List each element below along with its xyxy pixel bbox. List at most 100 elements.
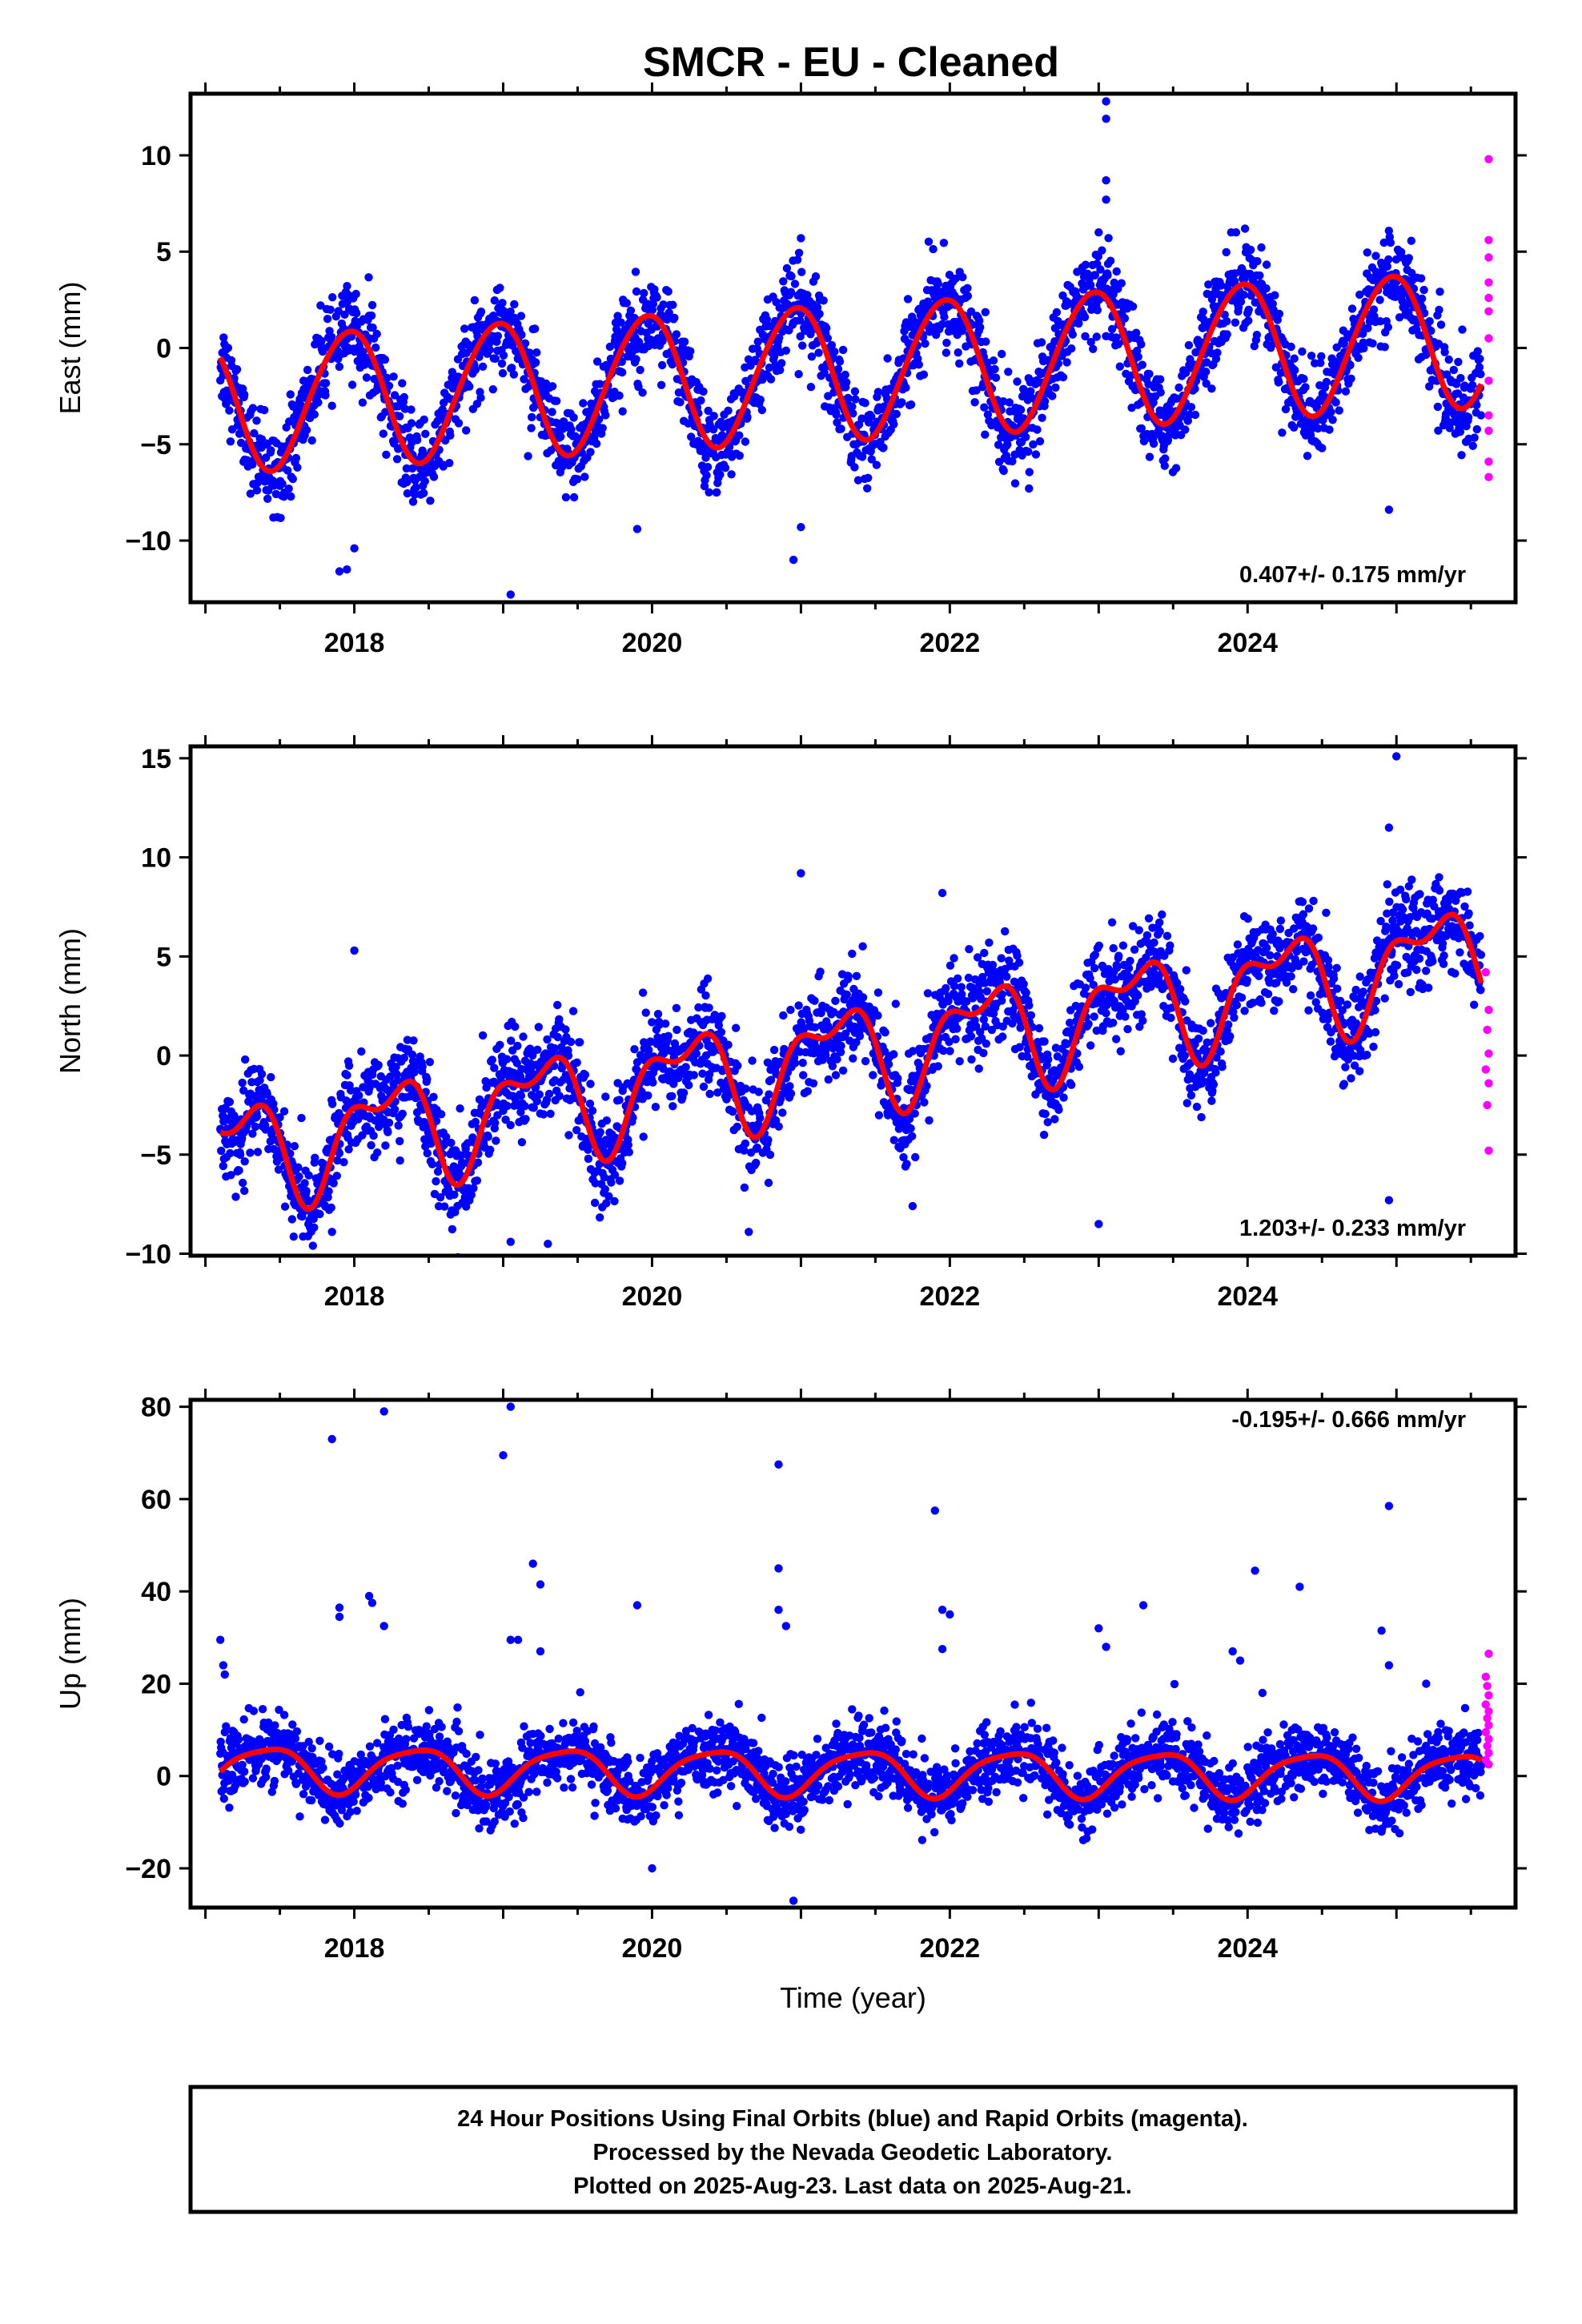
east-final-point bbox=[472, 400, 482, 408]
north-final-point bbox=[491, 1119, 500, 1128]
north-final-point bbox=[428, 1160, 437, 1169]
north-final-point bbox=[729, 1108, 737, 1116]
north-final-point bbox=[717, 1011, 726, 1021]
east-final-point bbox=[1107, 324, 1117, 334]
east-final-point bbox=[777, 359, 786, 368]
east-final-point bbox=[392, 455, 402, 464]
east-final-point bbox=[1425, 317, 1434, 326]
east-final-point bbox=[1444, 355, 1453, 364]
east-final-point bbox=[1244, 305, 1253, 314]
east-final-point bbox=[1435, 305, 1443, 315]
east-final-point bbox=[897, 398, 906, 407]
east-final-point bbox=[1202, 379, 1211, 388]
north-final-point bbox=[436, 1110, 446, 1119]
north-final-point bbox=[267, 1072, 275, 1082]
east-final-point bbox=[1247, 292, 1255, 300]
north-final-point bbox=[586, 1080, 595, 1088]
east-final-point bbox=[945, 271, 954, 279]
east-final-point bbox=[528, 412, 536, 422]
east-final-point bbox=[548, 408, 556, 416]
east-final-point bbox=[919, 370, 929, 379]
north-final-point bbox=[769, 1045, 779, 1055]
north-final-point bbox=[1025, 1001, 1034, 1010]
north-final-point bbox=[516, 1108, 525, 1116]
east-final-point bbox=[981, 308, 990, 316]
north-final-point bbox=[733, 1122, 741, 1132]
east-final-point bbox=[525, 348, 534, 357]
east-rapid-point bbox=[1484, 155, 1493, 163]
north-final-point bbox=[251, 1122, 260, 1132]
east-final-point bbox=[832, 410, 841, 419]
east-final-point bbox=[380, 355, 390, 364]
north-final-point bbox=[513, 1041, 522, 1051]
east-final-point bbox=[372, 329, 381, 339]
east-final-point bbox=[1384, 255, 1393, 264]
north-final-point bbox=[253, 1148, 263, 1156]
east-final-point bbox=[1102, 97, 1110, 106]
east-final-point bbox=[1013, 377, 1022, 386]
east-final-point bbox=[727, 470, 736, 479]
east-final-point bbox=[1281, 404, 1291, 414]
east-final-point bbox=[286, 390, 295, 399]
east-final-point bbox=[819, 296, 828, 305]
north-final-point bbox=[828, 1062, 837, 1071]
east-final-point bbox=[1240, 224, 1250, 233]
east-final-point bbox=[796, 316, 805, 325]
north-final-point bbox=[925, 1116, 934, 1125]
north-final-point bbox=[1039, 1130, 1049, 1140]
east-final-point bbox=[976, 323, 985, 332]
east-final-point bbox=[921, 339, 930, 348]
east-final-point bbox=[454, 419, 464, 428]
east-final-point bbox=[822, 324, 831, 332]
north-final-point bbox=[607, 1178, 616, 1187]
east-final-point bbox=[382, 450, 391, 459]
north-final-point bbox=[257, 1070, 267, 1079]
east-final-point bbox=[548, 382, 557, 391]
east-final-point bbox=[510, 300, 519, 309]
north-final-point bbox=[355, 1091, 363, 1100]
east-final-point bbox=[830, 348, 839, 356]
east-final-point bbox=[531, 324, 540, 333]
north-final-point bbox=[855, 1031, 865, 1041]
north-final-point bbox=[304, 1171, 313, 1180]
north-final-point bbox=[908, 1132, 917, 1141]
east-x-tick-label: 2018 bbox=[324, 628, 385, 658]
east-final-point bbox=[1379, 238, 1388, 247]
east-final-point bbox=[347, 380, 357, 389]
east-final-point bbox=[1184, 340, 1194, 350]
east-final-point bbox=[283, 466, 292, 475]
north-final-point bbox=[664, 1031, 673, 1040]
east-final-point bbox=[1115, 362, 1125, 371]
north-final-point bbox=[765, 1150, 775, 1160]
north-final-point bbox=[488, 1055, 496, 1064]
east-final-point bbox=[924, 237, 934, 246]
east-final-point bbox=[1322, 377, 1331, 387]
east-final-point bbox=[1371, 251, 1380, 260]
east-final-point bbox=[1363, 324, 1372, 332]
east-final-point bbox=[420, 476, 429, 486]
east-final-point bbox=[1328, 416, 1337, 424]
north-final-point bbox=[1112, 1035, 1121, 1043]
east-final-point bbox=[368, 323, 377, 332]
east-final-point bbox=[769, 352, 779, 361]
east-final-point bbox=[664, 287, 673, 296]
north-final-point bbox=[512, 1059, 521, 1068]
east-final-point bbox=[1375, 296, 1384, 304]
east-final-point bbox=[485, 345, 494, 354]
north-final-point bbox=[831, 996, 840, 1006]
east-rapid-point bbox=[1484, 334, 1493, 343]
north-final-point bbox=[442, 1132, 451, 1142]
north-final-point bbox=[1166, 1013, 1175, 1023]
north-final-point bbox=[661, 1019, 670, 1028]
east-final-point bbox=[314, 398, 323, 407]
east-final-point bbox=[291, 453, 301, 463]
east-final-point bbox=[1239, 291, 1248, 300]
east-final-point bbox=[1008, 456, 1017, 466]
east-final-point bbox=[1384, 505, 1394, 514]
north-final-point bbox=[1134, 926, 1143, 935]
north-final-point bbox=[957, 983, 966, 991]
east-final-point bbox=[1089, 344, 1098, 353]
east-final-point bbox=[1181, 425, 1190, 434]
east-final-point bbox=[659, 300, 668, 309]
east-final-point bbox=[815, 309, 824, 319]
